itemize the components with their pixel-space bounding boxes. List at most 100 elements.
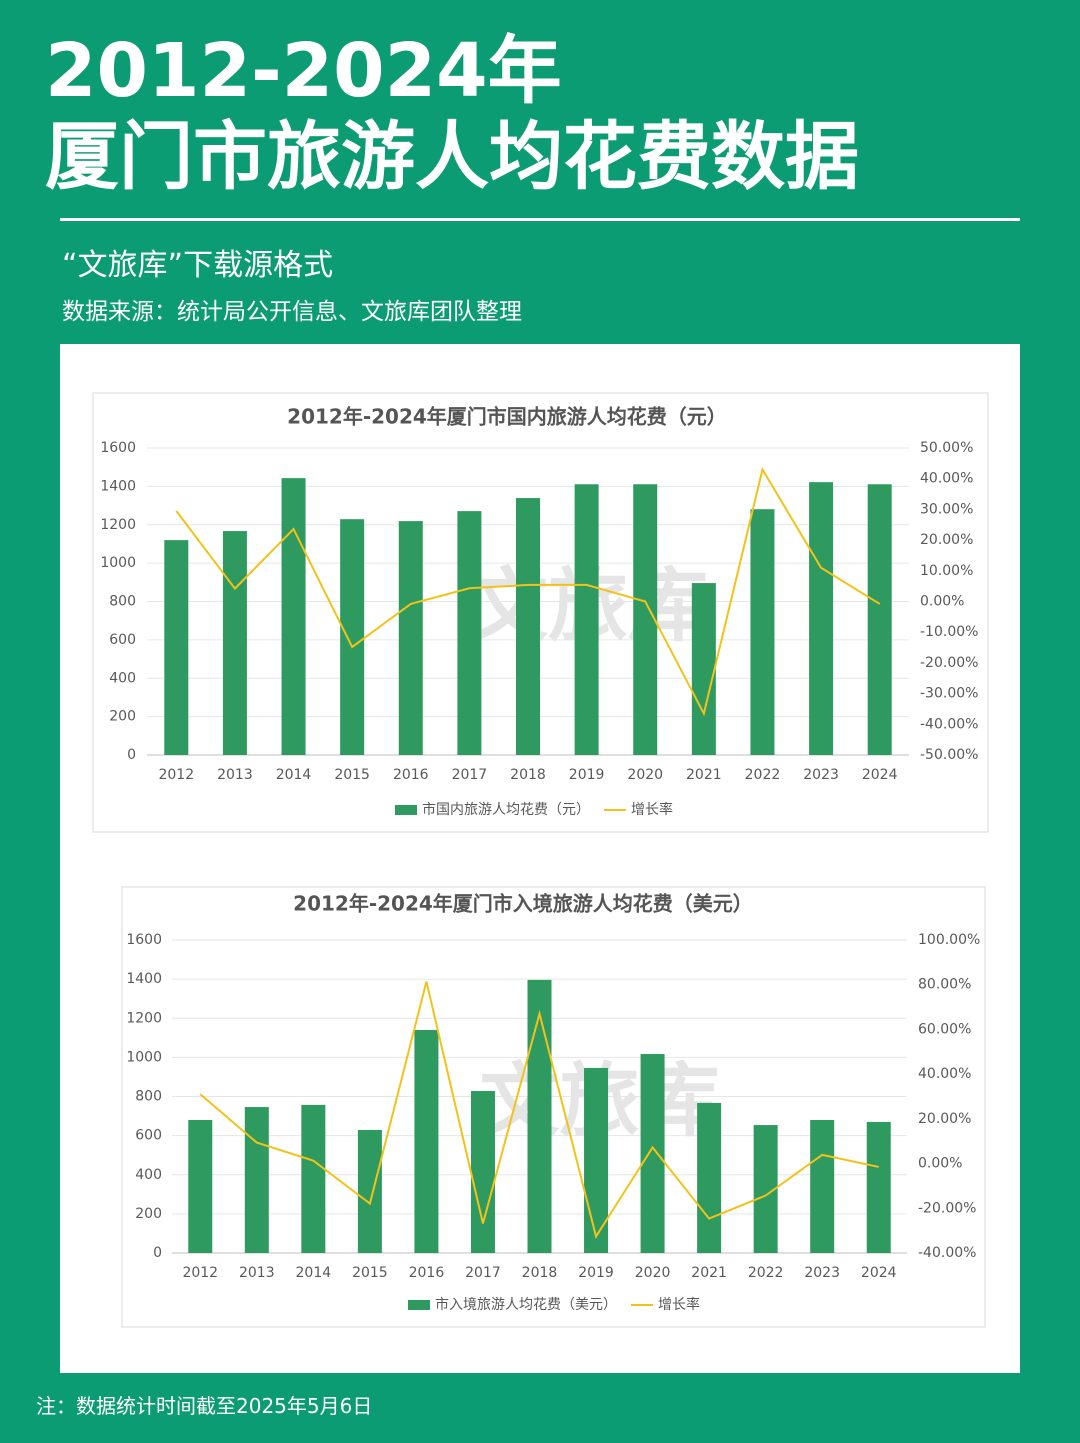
bar	[640, 1054, 665, 1253]
y-tick-label: 200	[109, 709, 136, 725]
x-tick-label: 2021	[691, 1265, 727, 1281]
x-tick-label: 2022	[745, 767, 781, 783]
x-tick-label: 2021	[686, 767, 722, 783]
bar	[527, 979, 552, 1253]
bar	[301, 1104, 326, 1253]
bar	[633, 484, 658, 755]
x-tick-label: 2023	[803, 767, 839, 783]
legend-label: 市国内旅游人均花费（元）	[422, 801, 590, 818]
x-tick-label: 2022	[748, 1265, 784, 1281]
x-tick-label: 2024	[861, 1265, 897, 1281]
title-line: 2012-2024年	[45, 28, 562, 114]
y-tick-label: 400	[109, 670, 136, 686]
y2-tick-label: -20.00%	[918, 1200, 976, 1216]
x-tick-label: 2019	[578, 1265, 614, 1281]
bar	[470, 1091, 495, 1253]
x-tick-label: 2019	[569, 767, 605, 783]
y2-tick-label: -40.00%	[920, 716, 978, 732]
y2-tick-label: 40.00%	[920, 471, 973, 487]
bar	[810, 1119, 835, 1253]
y-tick-label: 600	[109, 632, 136, 648]
x-tick-label: 2016	[393, 767, 429, 783]
bar	[866, 1121, 891, 1253]
y2-tick-label: 30.00%	[920, 501, 973, 517]
x-tick-label: 2017	[452, 767, 488, 783]
y-tick-label: 0	[153, 1245, 162, 1261]
y-tick-label: 600	[135, 1128, 162, 1144]
chart-title: 2012年-2024年厦门市国内旅游人均花费（元）	[287, 405, 727, 429]
source: 数据来源：统计局公开信息、文旅库团队整理	[62, 299, 522, 325]
bar	[244, 1107, 269, 1253]
y-tick-label: 1600	[126, 932, 162, 948]
y-tick-label: 1000	[100, 555, 136, 571]
bar	[222, 531, 247, 755]
bar	[188, 1119, 213, 1253]
y2-tick-label: 50.00%	[920, 440, 973, 456]
chart-title: 2012年-2024年厦门市入境旅游人均花费（美元）	[293, 892, 753, 916]
x-tick-label: 2016	[409, 1265, 445, 1281]
bar	[691, 583, 716, 755]
bar	[164, 540, 189, 755]
x-tick-label: 2023	[804, 1265, 840, 1281]
line	[175, 466, 881, 717]
y-tick-label: 1000	[126, 1049, 162, 1065]
y-tick-label: 1400	[126, 971, 162, 987]
y-tick-label: 1200	[100, 517, 136, 533]
bar	[516, 498, 540, 755]
y2-tick-label: 60.00%	[918, 1021, 971, 1037]
y2-tick-label: -10.00%	[920, 624, 978, 640]
x-tick-label: 2015	[334, 767, 370, 783]
bar	[809, 482, 834, 755]
y2-tick-label: 0.00%	[920, 594, 964, 610]
x-tick-label: 2013	[239, 1265, 275, 1281]
x-tick-label: 2014	[276, 767, 312, 783]
x-tick-label: 2014	[296, 1265, 332, 1281]
y2-tick-label: 80.00%	[918, 977, 971, 993]
x-tick-label: 2018	[522, 1265, 558, 1281]
bar	[281, 478, 306, 755]
x-tick-label: 2012	[182, 1265, 218, 1281]
y-tick-label: 400	[135, 1167, 162, 1183]
divider	[60, 218, 1020, 221]
legend-label: 市入境旅游人均花费（美元）	[435, 1296, 617, 1313]
bar	[750, 509, 775, 755]
y-tick-label: 800	[135, 1089, 162, 1105]
y2-tick-label: -20.00%	[920, 655, 978, 671]
bar	[584, 1067, 609, 1253]
y-tick-label: 0	[127, 747, 136, 763]
y2-tick-label: 40.00%	[918, 1066, 971, 1082]
y2-tick-label: 10.00%	[920, 563, 973, 579]
y2-tick-label: 100.00%	[918, 932, 980, 948]
y-tick-label: 1200	[126, 1010, 162, 1026]
y-tick-label: 1400	[100, 478, 136, 494]
y-tick-label: 200	[135, 1206, 162, 1222]
subtitle: “文旅库”下载源格式	[62, 248, 334, 283]
bar	[340, 519, 365, 755]
x-tick-label: 2017	[465, 1265, 501, 1281]
line	[199, 981, 879, 1239]
x-tick-label: 2013	[217, 767, 253, 783]
bar	[357, 1129, 382, 1253]
legend-label: 增长率	[658, 1296, 700, 1313]
y2-tick-label: -30.00%	[920, 686, 978, 702]
y2-tick-label: -40.00%	[918, 1245, 976, 1261]
x-tick-label: 2024	[862, 767, 898, 783]
bar	[697, 1102, 722, 1253]
x-tick-label: 2020	[635, 1265, 671, 1281]
y-tick-label: 1600	[100, 440, 136, 456]
bar	[398, 521, 423, 755]
legend-label: 增长率	[631, 801, 673, 818]
y2-tick-label: 20.00%	[920, 532, 973, 548]
y2-tick-label: 20.00%	[918, 1111, 971, 1127]
bar	[457, 511, 482, 755]
title: 2012-2024年 厦门市旅游人均花费数据	[45, 28, 859, 200]
bar	[414, 1029, 439, 1253]
y-tick-label: 800	[109, 594, 136, 610]
x-tick-label: 2012	[158, 767, 194, 783]
x-tick-label: 2020	[627, 767, 663, 783]
x-tick-label: 2018	[510, 767, 546, 783]
legend-swatch	[395, 805, 417, 815]
legend-swatch	[408, 1300, 430, 1310]
